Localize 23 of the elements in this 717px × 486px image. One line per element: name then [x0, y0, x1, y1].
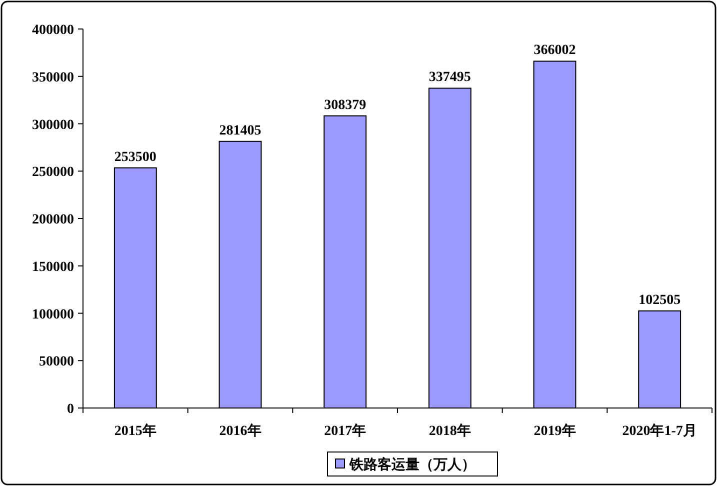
x-tick-label: 2015年 — [114, 423, 156, 439]
data-label: 253500 — [114, 150, 156, 165]
data-label: 366002 — [534, 43, 576, 58]
y-tick-label: 400000 — [32, 23, 74, 38]
y-tick-label: 0 — [67, 402, 74, 417]
legend: 铁路客运量（万人） — [327, 452, 498, 476]
x-tick-label: 2017年 — [324, 423, 366, 439]
y-tick-label: 250000 — [32, 165, 74, 180]
data-label: 337495 — [428, 70, 471, 86]
legend-label: 铁路客运量（万人） — [348, 456, 476, 473]
y-tick-label: 50000 — [39, 354, 74, 370]
y-tick-label: 200000 — [32, 212, 74, 228]
x-tick-label: 2018年 — [428, 423, 471, 439]
y-tick-label: 350000 — [32, 70, 74, 86]
data-label: 308379 — [324, 98, 366, 113]
data-label: 281405 — [219, 123, 262, 138]
y-tick-label: 150000 — [32, 260, 74, 275]
x-tick-label: 2020年1-7月 — [622, 423, 697, 439]
y-tick-label: 100000 — [32, 307, 74, 322]
x-tick-label: 2019年 — [534, 423, 576, 439]
data-label: 102505 — [638, 292, 681, 308]
x-tick-label: 2016年 — [219, 423, 262, 439]
y-tick-label: 300000 — [32, 118, 74, 133]
